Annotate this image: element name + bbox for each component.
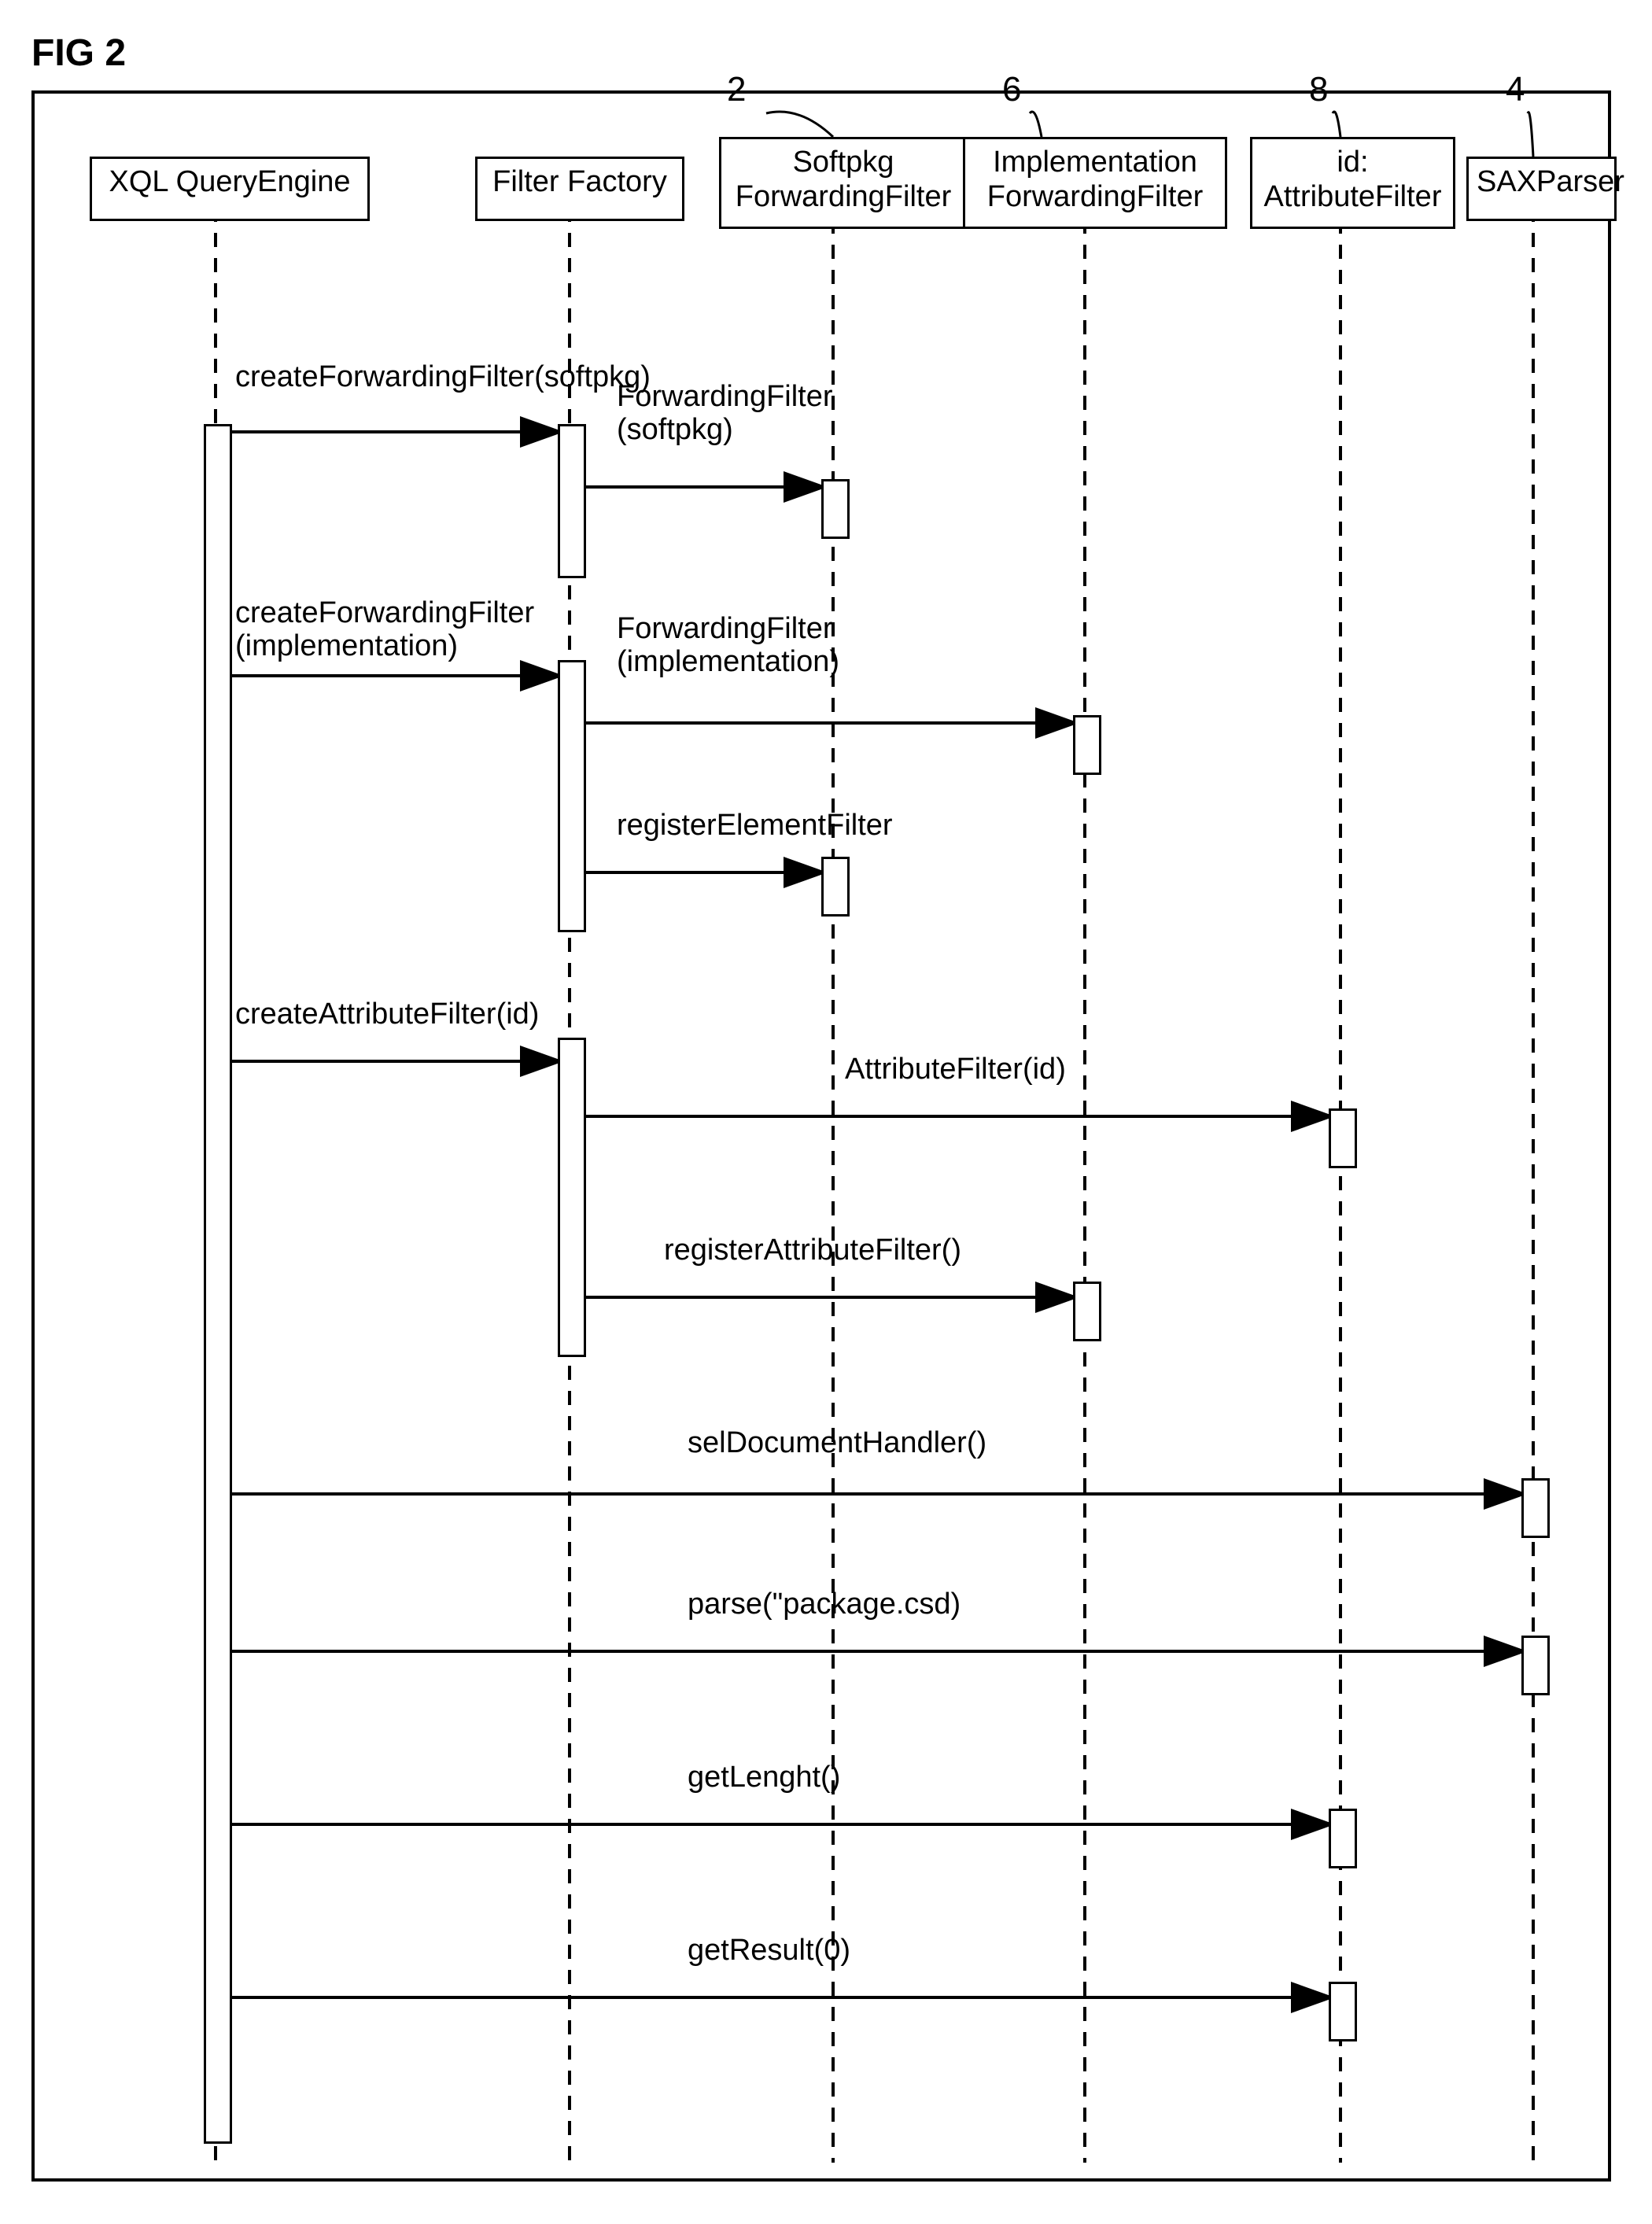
actor-callout-soft: 2 — [727, 70, 746, 109]
activation-attr — [1329, 1982, 1357, 2041]
actor-callout-sax: 4 — [1506, 70, 1525, 109]
activation-impl — [1073, 715, 1101, 775]
sequence-diagram: XQL QueryEngine Filter Factory SoftpkgForw… — [31, 90, 1611, 2182]
activation-attr — [1329, 1108, 1357, 1168]
activation-soft — [821, 479, 850, 539]
actor-callout-attr: 8 — [1309, 70, 1328, 109]
actor-xql: XQL QueryEngine — [90, 157, 370, 221]
message-label: createForwardingFilter(softpkg) — [235, 361, 651, 394]
message-label: parse("package.csd) — [688, 1588, 961, 1621]
message-label: createForwardingFilter(implementation) — [235, 597, 534, 663]
activation-xql — [204, 424, 232, 2144]
message-label: registerElementFilter — [617, 810, 893, 843]
actor-sax: SAXParser — [1466, 157, 1617, 221]
activation-sax — [1521, 1478, 1550, 1538]
activation-soft — [821, 857, 850, 917]
actor-soft: SoftpkgForwardingFilter — [719, 137, 968, 229]
actor-callout-impl: 6 — [1002, 70, 1021, 109]
activation-ff — [558, 660, 586, 932]
figure-title: FIG 2 — [31, 31, 1621, 75]
actor-impl: ImplementationForwardingFilter — [963, 137, 1227, 229]
message-label: ForwardingFilter(softpkg) — [617, 381, 833, 447]
activation-attr — [1329, 1809, 1357, 1868]
message-label: registerAttributeFilter() — [664, 1234, 961, 1267]
message-label: getLenght() — [688, 1761, 840, 1794]
message-label: selDocumentHandler() — [688, 1427, 986, 1460]
message-label: getResult(0) — [688, 1934, 850, 1968]
actor-ff: Filter Factory — [475, 157, 684, 221]
message-label: ForwardingFilter(implementation) — [617, 613, 839, 679]
message-label: AttributeFilter(id) — [845, 1053, 1066, 1086]
activation-impl — [1073, 1282, 1101, 1341]
actor-attr: id:AttributeFilter — [1250, 137, 1455, 229]
activation-sax — [1521, 1636, 1550, 1695]
activation-ff — [558, 424, 586, 578]
message-label: createAttributeFilter(id) — [235, 998, 539, 1031]
activation-ff — [558, 1038, 586, 1357]
